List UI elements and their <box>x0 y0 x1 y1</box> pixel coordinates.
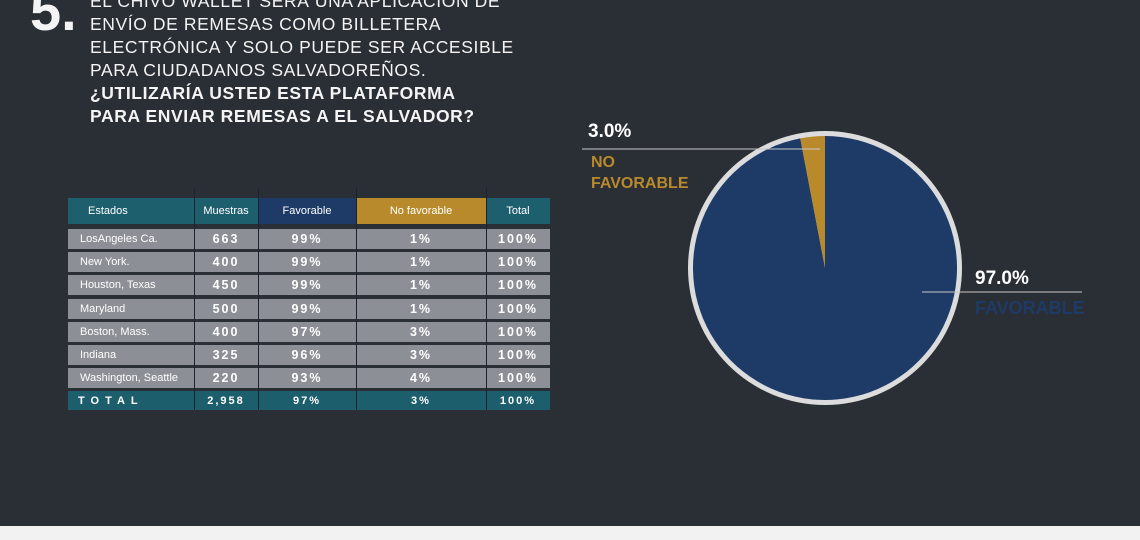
no-favorable-cell: 3% <box>356 391 486 411</box>
state-cell: Boston, Mass. <box>68 321 194 342</box>
favorable-cell: 99% <box>258 252 356 273</box>
pie-value-label-favorable: 97.0% <box>975 268 1029 289</box>
state-cell: Indiana <box>68 345 194 365</box>
no-favorable-cell: 1% <box>356 252 486 273</box>
state-cell: TOTAL <box>68 391 194 411</box>
samples-cell: 2,958 <box>194 391 258 411</box>
samples-cell: 663 <box>194 229 258 249</box>
total-cell: 100% <box>486 345 550 365</box>
question-number: 5. <box>30 0 77 42</box>
state-cell: LosAngeles Ca. <box>68 229 194 249</box>
no-favorable-cell: 3% <box>356 345 486 365</box>
question-bold-line: PARA ENVIAR REMESAS A EL SALVADOR? <box>90 106 475 126</box>
table-row: LosAngeles Ca. 663 99% 1% 100% <box>68 229 550 249</box>
total-cell: 100% <box>486 275 550 296</box>
column-divider <box>258 188 259 411</box>
bottom-strip <box>0 526 1140 540</box>
total-cell: Total <box>486 198 550 224</box>
favorable-cell: 97% <box>258 321 356 342</box>
table-row: Boston, Mass. 400 97% 3% 100% <box>68 321 550 342</box>
table-row: Maryland 500 99% 1% 100% <box>68 298 550 319</box>
favorable-cell: 99% <box>258 298 356 319</box>
no-favorable-cell: 1% <box>356 298 486 319</box>
question-line: ELECTRÓNICA Y SOLO PUEDE SER ACCESIBLE <box>90 37 514 57</box>
favorable-cell: 97% <box>258 391 356 411</box>
no-favorable-cell: No favorable <box>356 198 486 224</box>
column-divider <box>356 188 357 411</box>
question-line: PARA CIUDADANOS SALVADOREÑOS. <box>90 60 427 80</box>
favorable-cell: 96% <box>258 345 356 365</box>
favorable-cell: 99% <box>258 229 356 249</box>
table-row: Indiana 325 96% 3% 100% <box>68 345 550 365</box>
table-row: Houston, Texas 450 99% 1% 100% <box>68 275 550 296</box>
pie-slice-no-favorable <box>800 136 825 268</box>
total-cell: 100% <box>486 298 550 319</box>
no-favorable-cell: 4% <box>356 368 486 389</box>
state-cell: Washington, Seattle <box>68 368 194 389</box>
favorable-cell: Favorable <box>258 198 356 224</box>
no-favorable-cell: 1% <box>356 229 486 249</box>
column-divider <box>194 188 195 411</box>
question-text: EL CHIVO WALLET SERÁ UNA APLICACIÓN DE E… <box>90 0 560 128</box>
favorable-cell: 99% <box>258 275 356 296</box>
state-cell: New York. <box>68 252 194 273</box>
table-total-row: TOTAL 2,958 97% 3% 100% <box>68 391 550 411</box>
total-cell: 100% <box>486 391 550 411</box>
pie-slice-favorable <box>693 136 958 400</box>
table-row: Washington, Seattle 220 93% 4% 100% <box>68 368 550 389</box>
samples-cell: Muestras <box>194 198 258 224</box>
table-header: Estados Muestras Favorable No favorable Tota… <box>68 198 550 224</box>
samples-cell: 400 <box>194 252 258 273</box>
pie-category-label-favorable: FAVORABLE <box>975 298 1085 318</box>
state-cell: Estados <box>68 198 194 224</box>
total-cell: 100% <box>486 229 550 249</box>
favorable-cell: 93% <box>258 368 356 389</box>
pie-value-label-no-favorable: 3.0% <box>588 121 632 142</box>
samples-cell: 400 <box>194 321 258 342</box>
samples-cell: 220 <box>194 368 258 389</box>
samples-cell: 325 <box>194 345 258 365</box>
state-cell: Houston, Texas <box>68 275 194 296</box>
pie-category-label-no-favorable: NO FAVORABLE <box>591 154 689 192</box>
question-line: ENVÍO DE REMESAS COMO BILLETERA <box>90 14 442 34</box>
total-cell: 100% <box>486 321 550 342</box>
total-cell: 100% <box>486 252 550 273</box>
samples-cell: 500 <box>194 298 258 319</box>
column-divider <box>486 188 487 411</box>
table-row: New York. 400 99% 1% 100% <box>68 252 550 273</box>
question-bold-line: ¿UTILIZARÍA USTED ESTA PLATAFORMA <box>90 83 456 103</box>
state-cell: Maryland <box>68 298 194 319</box>
question-line: EL CHIVO WALLET SERÁ UNA APLICACIÓN DE <box>90 0 501 11</box>
no-favorable-cell: 1% <box>356 275 486 296</box>
no-favorable-cell: 3% <box>356 321 486 342</box>
samples-cell: 450 <box>194 275 258 296</box>
total-cell: 100% <box>486 368 550 389</box>
